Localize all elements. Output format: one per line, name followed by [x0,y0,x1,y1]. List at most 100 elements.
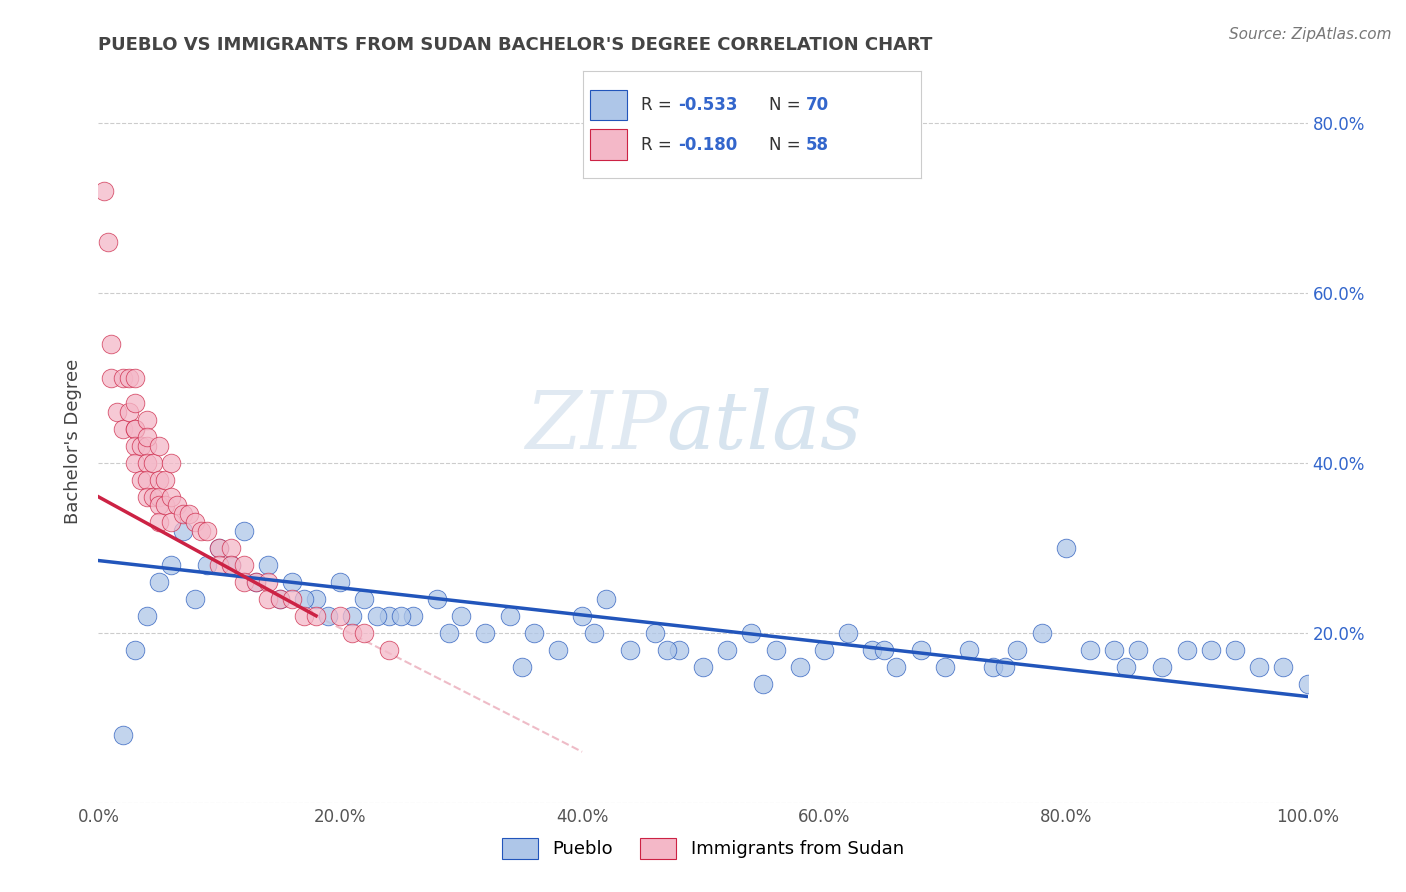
Point [232,558,254,572]
Point [1128,642,1150,657]
Y-axis label: Bachelor's Degree: Bachelor's Degree [65,359,83,524]
Point [281,574,304,589]
Point [221,541,243,555]
Point [160,456,183,470]
Point [329,574,352,589]
Point [221,558,243,572]
Point [111,728,134,742]
Point [292,608,315,623]
Point [135,456,157,470]
Point [166,498,188,512]
Point [292,591,315,606]
Point [571,608,593,623]
Point [124,422,146,436]
Point [124,422,146,436]
Point [129,439,152,453]
Point [1199,642,1222,657]
Point [402,608,425,623]
Point [160,490,183,504]
Point [111,422,134,436]
Point [1272,660,1295,674]
Point [148,516,170,530]
Point [245,574,267,589]
Point [269,591,291,606]
Point [510,660,533,674]
Point [655,642,678,657]
Point [245,574,267,589]
Point [1054,541,1077,555]
Point [124,456,146,470]
Point [232,574,254,589]
Point [583,625,606,640]
Point [124,439,146,453]
Point [498,608,520,623]
Point [716,642,738,657]
Point [1175,642,1198,657]
Point [172,524,194,538]
Legend: Pueblo, Immigrants from Sudan: Pueblo, Immigrants from Sudan [495,830,911,866]
Point [1031,625,1053,640]
Point [172,507,194,521]
Point [1115,660,1137,674]
Point [148,498,170,512]
Point [93,184,115,198]
Text: PUEBLO VS IMMIGRANTS FROM SUDAN BACHELOR'S DEGREE CORRELATION CHART: PUEBLO VS IMMIGRANTS FROM SUDAN BACHELOR… [98,36,932,54]
Point [1152,660,1174,674]
Point [1102,642,1125,657]
Point [752,677,775,691]
Point [934,660,956,674]
Point [124,371,146,385]
Point [148,574,170,589]
Point [813,642,835,657]
Point [135,473,157,487]
Point [184,591,207,606]
Point [208,541,231,555]
Text: 58: 58 [806,136,830,153]
Point [124,642,146,657]
Point [981,660,1004,674]
Point [232,524,254,538]
Point [860,642,883,657]
Bar [591,129,627,160]
Point [97,235,120,249]
Point [153,473,176,487]
Point [118,405,141,419]
Bar [591,90,627,120]
Text: -0.533: -0.533 [678,96,738,114]
Point [1078,642,1101,657]
Point [190,524,212,538]
Text: R =: R = [641,136,676,153]
Text: N =: N = [769,96,806,114]
Point [208,558,231,572]
Point [111,371,134,385]
Point [873,642,896,657]
Point [221,558,243,572]
Point [153,498,176,512]
Point [195,558,218,572]
Text: Source: ZipAtlas.com: Source: ZipAtlas.com [1229,27,1392,42]
Point [105,405,128,419]
Point [353,625,375,640]
Point [366,608,388,623]
Point [437,625,460,640]
Point [208,541,231,555]
Point [135,490,157,504]
Point [142,490,165,504]
Point [129,473,152,487]
Point [1296,677,1319,691]
Point [118,371,141,385]
Point [377,608,399,623]
Point [523,625,546,640]
Point [426,591,449,606]
Point [256,591,278,606]
Point [450,608,472,623]
Point [342,625,364,640]
Point [148,473,170,487]
Point [994,660,1017,674]
Point [353,591,375,606]
Text: -0.180: -0.180 [678,136,737,153]
Point [329,608,352,623]
Point [135,608,157,623]
Text: 70: 70 [806,96,830,114]
Point [389,608,412,623]
